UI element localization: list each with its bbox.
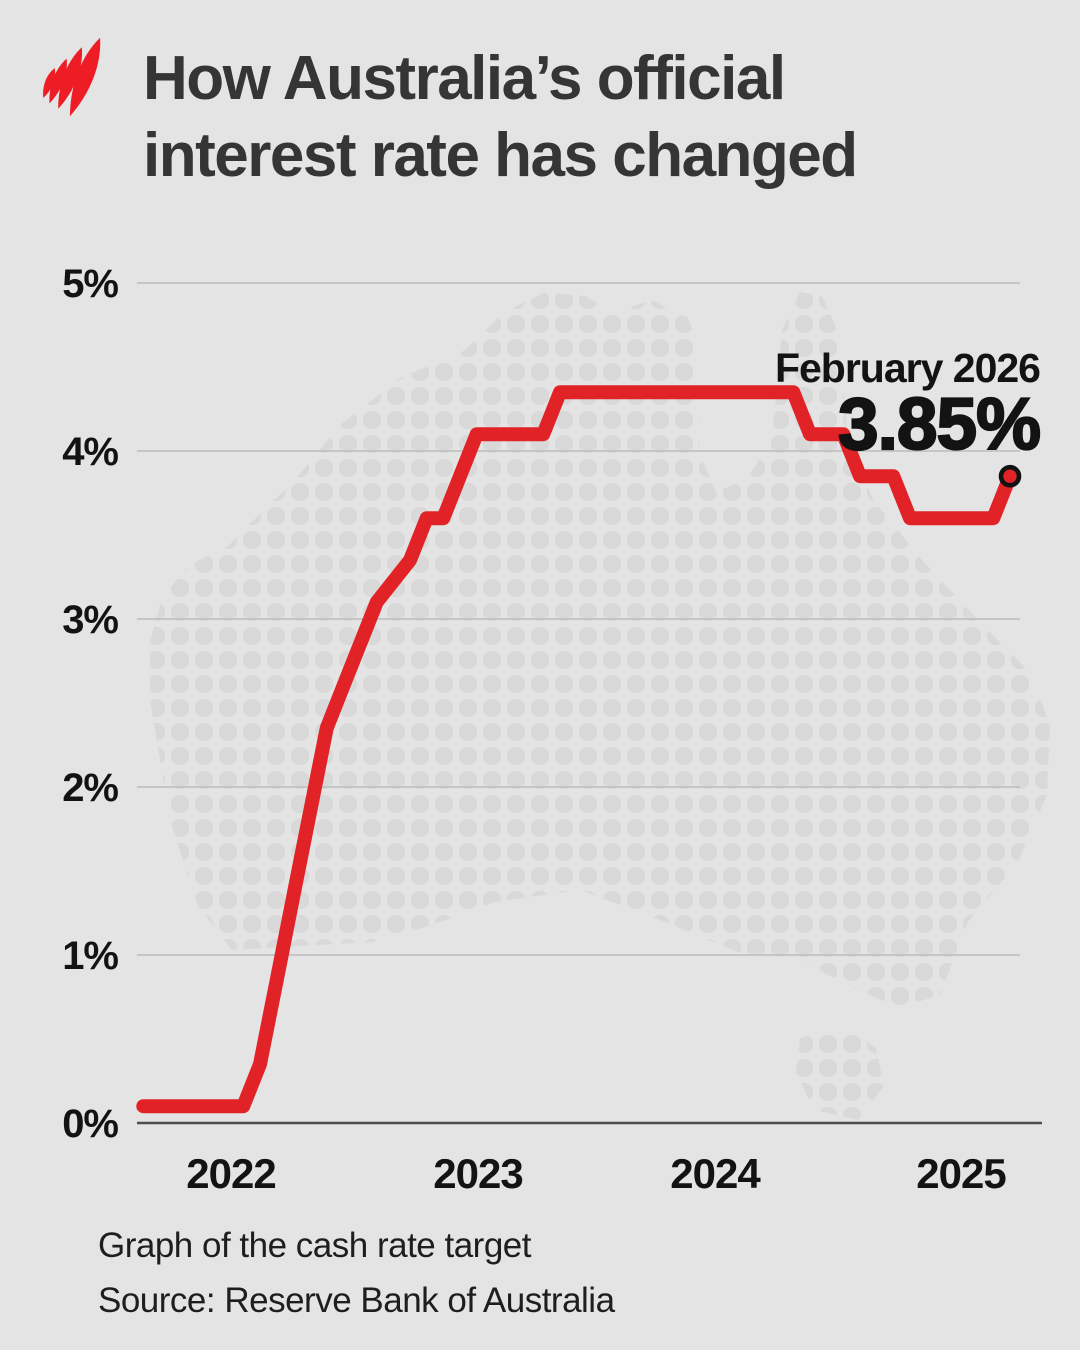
x-tick-label-2022: 2022 <box>186 1150 275 1197</box>
sbs-mercator-logo-icon <box>43 37 101 117</box>
y-tick-label-1: 1% <box>62 934 118 978</box>
y-tick-label-3: 3% <box>62 598 118 642</box>
page-title-line2: interest rate has changed <box>143 121 858 190</box>
y-tick-label-0: 0% <box>62 1102 118 1146</box>
chart-caption: Graph of the cash rate target <box>98 1226 531 1265</box>
y-tick-label-5: 5% <box>62 262 118 306</box>
chart-footer: Graph of the cash rate target Source: Re… <box>98 1218 615 1328</box>
annotation-date: February 2026 <box>775 345 1040 391</box>
x-tick-label-2023: 2023 <box>433 1150 522 1197</box>
x-tick-label-2025: 2025 <box>916 1150 1006 1197</box>
annotation-value: 3.85% <box>838 384 1040 465</box>
x-tick-label-2024: 2024 <box>670 1150 761 1197</box>
y-tick-label-2: 2% <box>62 766 118 810</box>
page-title: How Australia’s official interest rate h… <box>143 40 858 194</box>
y-tick-label-4: 4% <box>62 430 118 474</box>
chart-source: Source: Reserve Bank of Australia <box>98 1281 615 1320</box>
cash-rate-line <box>136 385 1017 1114</box>
y-gridlines <box>137 282 1020 956</box>
page-title-line1: How Australia’s official <box>143 44 786 113</box>
current-value-dot <box>998 464 1022 488</box>
